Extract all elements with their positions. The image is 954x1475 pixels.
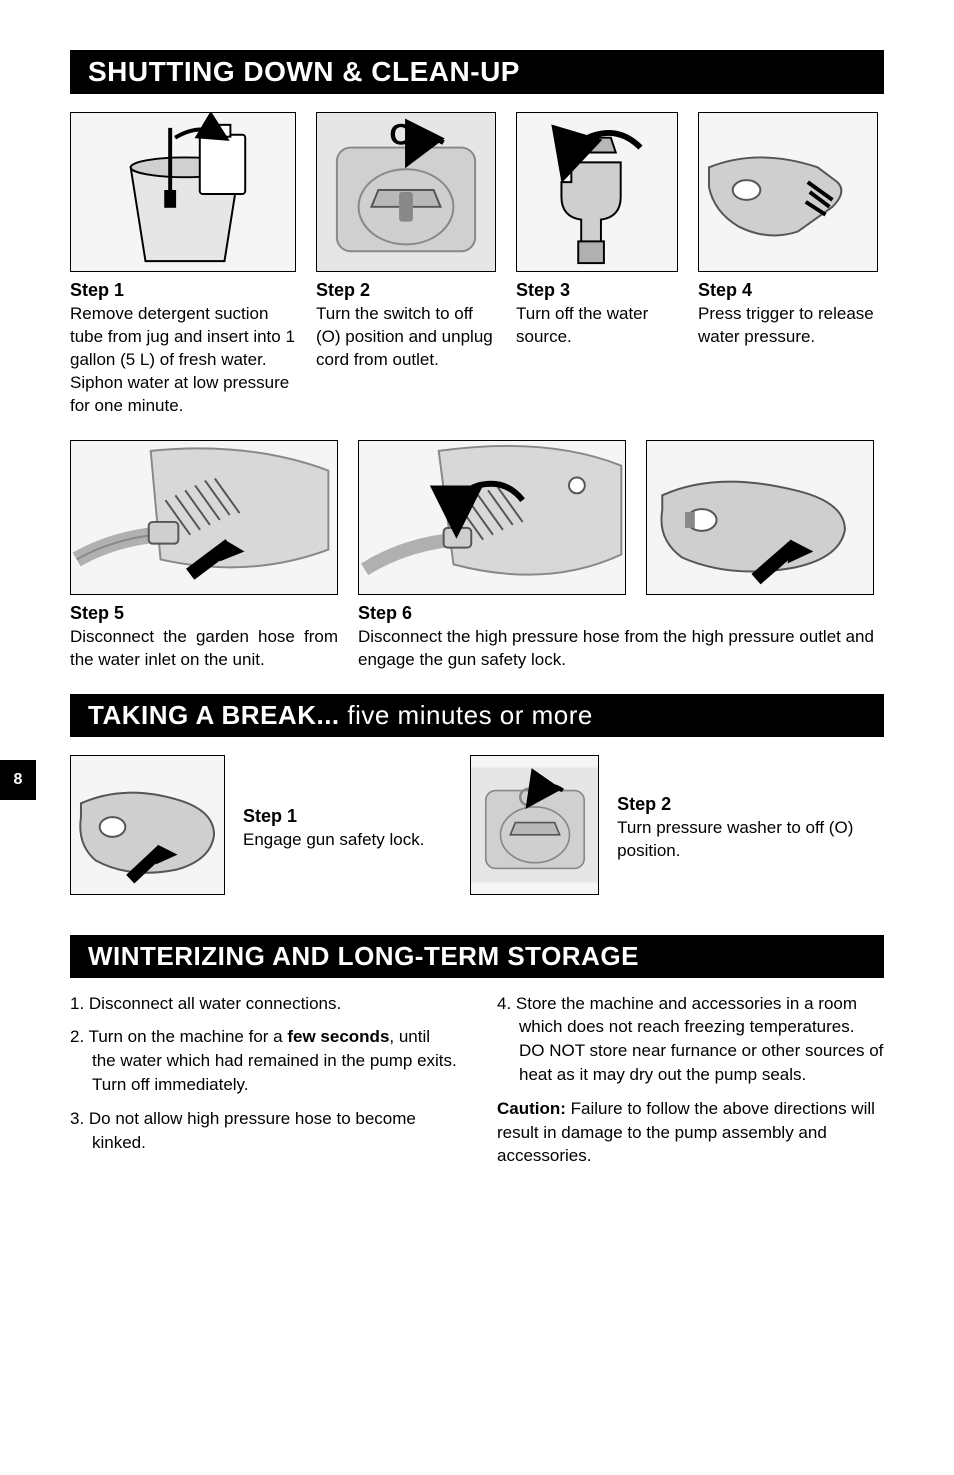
disconnect-outlet-hose-icon xyxy=(358,440,626,595)
page-number-tab: 8 xyxy=(0,760,36,800)
step-title: Step 3 xyxy=(516,280,678,301)
step-5: Step 5 Disconnect the garden hose from t… xyxy=(70,440,338,672)
step-4: Step 4 Press trigger to release water pr… xyxy=(698,112,878,418)
step-title: Step 5 xyxy=(70,603,338,624)
step-text: Remove detergent suction tube from jug a… xyxy=(70,303,296,418)
break-step-2-text: Step 2 Turn pressure washer to off (O) p… xyxy=(617,786,870,863)
step-text: Disconnect the high pressure hose from t… xyxy=(358,626,874,672)
step-6-illus-group xyxy=(358,440,874,595)
section-title: WINTERIZING AND LONG-TERM STORAGE xyxy=(88,941,639,971)
list-item: 4. Store the machine and accessories in … xyxy=(497,992,884,1087)
step-3: Step 3 Turn off the water source. xyxy=(516,112,678,418)
step-text: Press trigger to release water pressure. xyxy=(698,303,878,349)
step-text: Turn off the water source. xyxy=(516,303,678,349)
step-text: Turn the switch to off (O) position and … xyxy=(316,303,496,372)
shutdown-row-2: Step 5 Disconnect the garden hose from t… xyxy=(70,440,884,672)
winter-left-column: 1. Disconnect all water connections. 2. … xyxy=(70,992,457,1169)
section-title-bold: TAKING A BREAK... xyxy=(88,700,340,730)
section-title-light: five minutes or more xyxy=(340,700,593,730)
step-title: Step 4 xyxy=(698,280,878,301)
section-title: SHUTTING DOWN & CLEAN-UP xyxy=(88,56,520,87)
step-title: Step 2 xyxy=(316,280,496,301)
break-step-1: Step 1 Engage gun safety lock. xyxy=(70,755,450,895)
winter-body: 1. Disconnect all water connections. 2. … xyxy=(70,992,884,1169)
step-title: Step 2 xyxy=(617,794,870,815)
step-text: Engage gun safety lock. xyxy=(243,829,424,852)
safety-lock-engage-icon xyxy=(646,440,874,595)
switch-off-small-icon xyxy=(470,755,599,895)
winter-right-column: 4. Store the machine and accessories in … xyxy=(497,992,884,1169)
shutdown-row-1: Step 1 Remove detergent suction tube fro… xyxy=(70,112,884,418)
section-header-winter: WINTERIZING AND LONG-TERM STORAGE xyxy=(70,935,884,978)
section-header-shutdown: SHUTTING DOWN & CLEAN-UP xyxy=(70,50,884,94)
list-item: 1. Disconnect all water connections. xyxy=(70,992,457,1016)
step-text: Turn pressure washer to off (O) position… xyxy=(617,817,870,863)
step-2: O Step 2 Turn the switch to off (O) posi… xyxy=(316,112,496,418)
step-text: Disconnect the garden hose from the wate… xyxy=(70,626,338,672)
break-row: Step 1 Engage gun safety lock. Step 2 Tu… xyxy=(70,755,884,895)
break-step-1-text: Step 1 Engage gun safety lock. xyxy=(243,798,424,852)
list-item: 3. Do not allow high pressure hose to be… xyxy=(70,1107,457,1155)
trigger-press-icon xyxy=(698,112,878,272)
step-title: Step 1 xyxy=(243,806,424,827)
section-header-break: TAKING A BREAK... five minutes or more xyxy=(70,694,884,737)
switch-off-icon: O xyxy=(316,112,496,272)
step-title: Step 6 xyxy=(358,603,874,624)
break-step-2: Step 2 Turn pressure washer to off (O) p… xyxy=(470,755,870,895)
step-title: Step 1 xyxy=(70,280,296,301)
svg-text:O: O xyxy=(390,119,413,152)
caution-label: Caution: xyxy=(497,1099,566,1118)
safety-lock-icon xyxy=(70,755,225,895)
caution-paragraph: Caution: Failure to follow the above dir… xyxy=(497,1097,884,1168)
manual-page: 8 SHUTTING DOWN & CLEAN-UP Step 1 Remov xyxy=(0,0,954,1228)
disconnect-inlet-hose-icon xyxy=(70,440,338,595)
step-1: Step 1 Remove detergent suction tube fro… xyxy=(70,112,296,418)
step-6: Step 6 Disconnect the high pressure hose… xyxy=(358,440,874,672)
list-item: 2. Turn on the machine for a few seconds… xyxy=(70,1025,457,1096)
faucet-off-icon xyxy=(516,112,678,272)
bucket-siphon-icon xyxy=(70,112,296,272)
